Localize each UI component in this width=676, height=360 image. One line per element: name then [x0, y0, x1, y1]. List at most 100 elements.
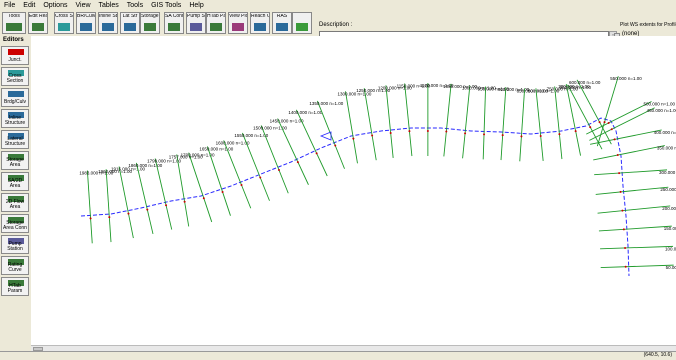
sidebar-button-storage-area-conn[interactable]: Storage Area Conn	[1, 214, 29, 233]
cross-section-label: 700.000 n=1.00	[558, 84, 590, 89]
menu-item-edit[interactable]: Edit	[23, 1, 36, 9]
cross-section-label: 1100.000 n=1.00	[420, 83, 454, 88]
sidebar-button-rating-curve[interactable]: Rating Curve	[1, 256, 29, 275]
cross-section-line[interactable]	[565, 83, 581, 156]
cross-section-line[interactable]	[482, 86, 487, 160]
menu-item-tables[interactable]: Tables	[98, 1, 119, 9]
toolbar-button-label: Inline Str	[99, 14, 117, 19]
bank-station-marker	[607, 121, 610, 124]
cross-section-line[interactable]	[462, 85, 471, 159]
sidebar-button-sa-2d-area[interactable]: SA/2D Area	[1, 172, 29, 191]
cross-section-label: 1860.000 n=1.00	[128, 163, 162, 168]
cross-section-line[interactable]	[260, 125, 289, 194]
cross-section-line[interactable]	[443, 83, 452, 157]
sidebar-button-junct-[interactable]: Junct.	[1, 46, 29, 65]
cross-section-line[interactable]	[567, 84, 603, 150]
sidebar-button-brdg-culv[interactable]: Brdg/Culv	[1, 88, 29, 107]
cross-section-line[interactable]	[519, 88, 526, 162]
toolbar-button-3[interactable]: BR/Culv Edit	[76, 12, 96, 34]
cross-section-line[interactable]	[118, 166, 134, 239]
toolbar-button-6[interactable]: Storage Area	[140, 12, 160, 34]
cross-section-line[interactable]	[206, 146, 231, 216]
toolbar-button-10[interactable]: View Pic	[228, 12, 248, 34]
cross-section-line[interactable]	[593, 145, 665, 161]
toolbar-button-label: Cross Sect	[55, 14, 73, 19]
bank-station-marker	[408, 130, 411, 133]
cross-section-line[interactable]	[576, 79, 612, 145]
sidebar-icon	[8, 112, 24, 118]
cross-section-line[interactable]	[586, 101, 652, 135]
bank-station-marker	[296, 161, 299, 164]
geometry-canvas[interactable]: 1983.000 n=1.00 1962.000 n=1.00 1916.000 n…	[31, 36, 676, 351]
cross-section-label: 250.000 n=1.00	[660, 187, 676, 192]
cross-section-line[interactable]	[600, 264, 674, 269]
cross-section-line[interactable]	[595, 186, 669, 195]
sidebar-button-cross-section[interactable]: Cross Section	[1, 67, 29, 86]
menu-item-tools[interactable]: Tools	[126, 1, 144, 9]
sidebar-button-label: Pump Station	[7, 241, 23, 252]
toolbar-icon	[296, 23, 308, 31]
toolbar-icon	[276, 23, 288, 31]
toolbar-button-5[interactable]: Lat Str	[120, 12, 140, 34]
cross-section-line[interactable]	[594, 169, 668, 176]
toolbar-button-7[interactable]: SA Conn	[164, 12, 184, 34]
toolbar-button-13[interactable]	[292, 12, 312, 34]
cross-section-line[interactable]	[596, 76, 619, 147]
sidebar-icon	[8, 259, 24, 265]
sidebar-button-2d-flow-area[interactable]: 2D Flow Area	[1, 193, 29, 212]
cross-section-line[interactable]	[345, 91, 358, 164]
bank-station-marker	[464, 132, 467, 135]
menu-item-gis-tools[interactable]: GIS Tools	[151, 1, 182, 9]
cross-section-line[interactable]	[589, 107, 655, 141]
toolbar-button-9[interactable]: HTab Param	[206, 12, 226, 34]
cross-section-line[interactable]	[86, 170, 93, 244]
cross-section-line[interactable]	[176, 154, 190, 227]
sidebar-button-storage-area[interactable]: Storage Area	[1, 151, 29, 170]
cross-section-line[interactable]	[277, 118, 309, 185]
cross-section-line[interactable]	[500, 87, 507, 161]
menu-item-file[interactable]: File	[4, 1, 16, 9]
sidebar-button-inline-structure[interactable]: Inline Structure	[1, 109, 29, 128]
bank-station-marker	[598, 121, 601, 124]
cross-section-line[interactable]	[105, 169, 112, 243]
cross-section-line[interactable]	[385, 85, 394, 158]
cross-section-line[interactable]	[188, 152, 213, 223]
sidebar-button-pump-station[interactable]: Pump Station	[1, 235, 29, 254]
cross-section-line[interactable]	[404, 83, 413, 157]
toolbar-button-12[interactable]: RAS	[272, 12, 292, 34]
bank-station-marker	[352, 137, 355, 140]
menu-item-view[interactable]: View	[75, 1, 91, 9]
sidebar-icon	[8, 91, 24, 97]
toolbar-button-8[interactable]: Pump Stn	[186, 12, 206, 34]
menu-item-help[interactable]: Help	[189, 1, 204, 9]
plot-extents-value: (none)	[622, 31, 640, 37]
cross-section-line[interactable]	[535, 88, 544, 161]
toolbar-button-0[interactable]: Tools	[2, 12, 26, 34]
toolbar-icon	[210, 23, 222, 31]
cross-section-line[interactable]	[295, 109, 328, 177]
cross-section-line[interactable]	[554, 86, 563, 160]
cross-section-line[interactable]	[154, 158, 173, 230]
cross-section-line[interactable]	[600, 245, 674, 250]
cross-section-line[interactable]	[590, 129, 662, 145]
river-centerline[interactable]	[80, 117, 630, 277]
toolbar-button-2[interactable]: Cross Sect	[54, 12, 74, 34]
horizontal-scrollbar[interactable]	[31, 345, 676, 352]
toolbar-button-11[interactable]: Reach Cond	[250, 12, 270, 34]
cross-section-line[interactable]	[597, 205, 671, 214]
toolbar-button-label: Edit Reach	[29, 14, 47, 19]
cross-section-line[interactable]	[363, 88, 377, 161]
cross-section-line[interactable]	[241, 132, 270, 201]
sidebar-button-lateral-structure[interactable]: Lateral Structure	[1, 130, 29, 149]
sidebar-button-htab-param[interactable]: HTab Param	[1, 277, 29, 296]
cross-section-line[interactable]	[223, 140, 252, 209]
scrollbar-thumb[interactable]	[33, 347, 43, 351]
toolbar-button-4[interactable]: Inline Str	[98, 12, 118, 34]
cross-section-line[interactable]	[598, 225, 672, 232]
bank-station-marker	[618, 172, 621, 175]
cross-section-line[interactable]	[135, 162, 154, 235]
cross-section-label: 350.000 n=1.00	[657, 146, 676, 151]
toolbar-button-1[interactable]: Edit Reach	[28, 12, 48, 34]
menu-item-options[interactable]: Options	[43, 1, 68, 9]
